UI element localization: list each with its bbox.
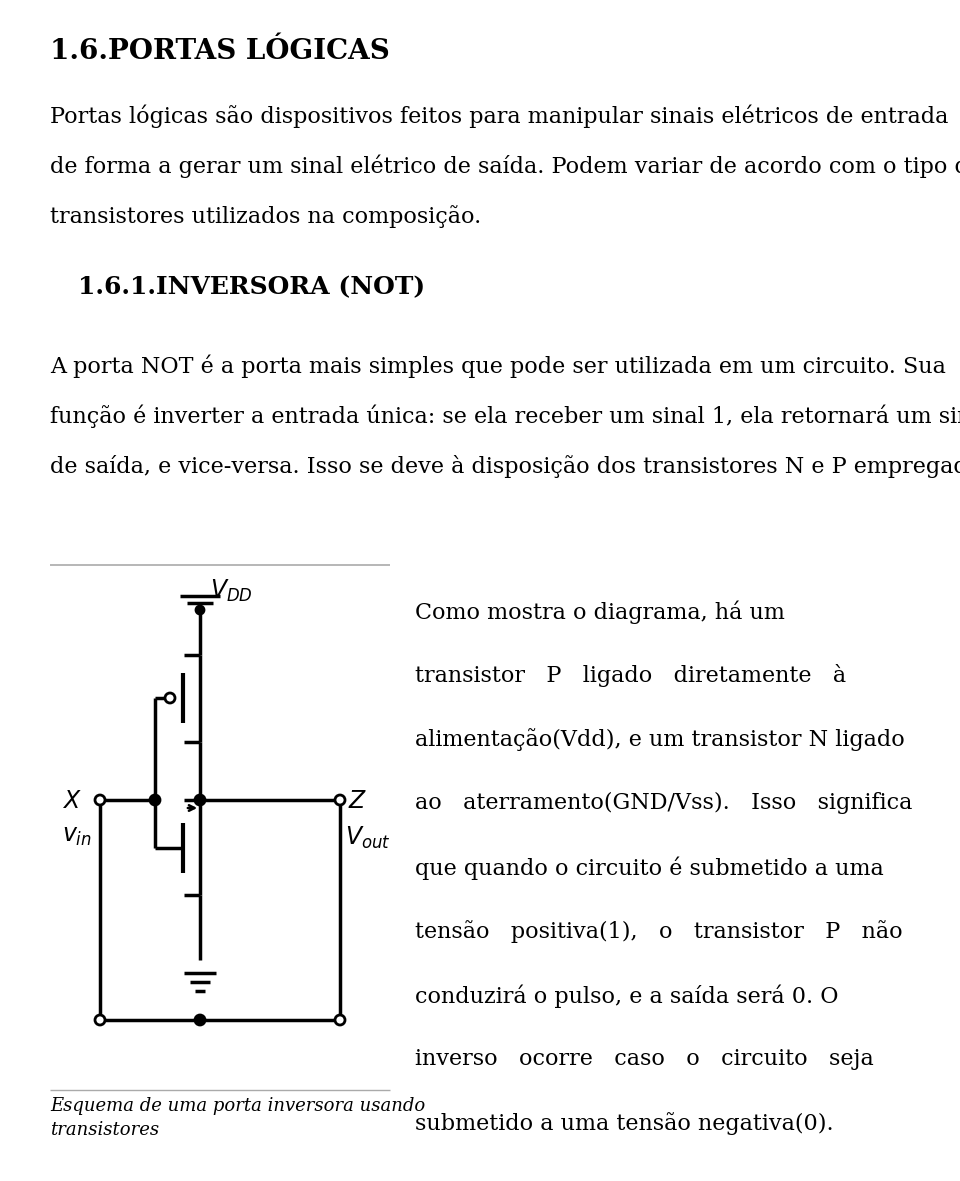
Circle shape	[95, 1014, 105, 1025]
Circle shape	[165, 693, 175, 703]
Circle shape	[195, 795, 205, 805]
Circle shape	[335, 1014, 345, 1025]
Text: alimentação(Vdd), e um transistor N ligado: alimentação(Vdd), e um transistor N liga…	[415, 727, 904, 751]
Text: $V_{out}$: $V_{out}$	[345, 826, 391, 852]
Text: ao   aterramento(GND/Vss).   Isso   significa: ao aterramento(GND/Vss). Isso significa	[415, 792, 912, 814]
Circle shape	[335, 795, 345, 805]
Text: transistores utilizados na composição.: transistores utilizados na composição.	[50, 205, 481, 228]
Text: de saída, e vice-versa. Isso se deve à disposição dos transistores N e P emprega: de saída, e vice-versa. Isso se deve à d…	[50, 455, 960, 478]
Circle shape	[195, 1014, 205, 1025]
Text: A porta NOT é a porta mais simples que pode ser utilizada em um circuito. Sua: A porta NOT é a porta mais simples que p…	[50, 355, 946, 378]
Text: $v_{in}$: $v_{in}$	[62, 826, 92, 848]
Circle shape	[196, 606, 204, 614]
Circle shape	[150, 795, 160, 805]
Text: conduzirá o pulso, e a saída será 0. O: conduzirá o pulso, e a saída será 0. O	[415, 984, 838, 1007]
Text: inverso   ocorre   caso   o   circuito   seja: inverso ocorre caso o circuito seja	[415, 1048, 874, 1070]
Text: Como mostra o diagrama, há um: Como mostra o diagrama, há um	[415, 600, 785, 624]
Text: Esquema de uma porta inversora usando
transistores: Esquema de uma porta inversora usando tr…	[50, 1097, 425, 1138]
Text: $V_{DD}$: $V_{DD}$	[210, 578, 252, 605]
Text: submetido a uma tensão negativa(0).: submetido a uma tensão negativa(0).	[415, 1113, 833, 1135]
Text: Portas lógicas são dispositivos feitos para manipular sinais elétricos de entrad: Portas lógicas são dispositivos feitos p…	[50, 105, 948, 129]
Text: 1.6.PORTAS LÓGICAS: 1.6.PORTAS LÓGICAS	[50, 38, 390, 65]
Text: função é inverter a entrada única: se ela receber um sinal 1, ela retornará um s: função é inverter a entrada única: se el…	[50, 405, 960, 429]
Text: 1.6.1.INVERSORA (NOT): 1.6.1.INVERSORA (NOT)	[78, 275, 425, 299]
Text: tensão   positiva(1),   o   transistor   P   não: tensão positiva(1), o transistor P não	[415, 920, 902, 942]
Text: transistor   P   ligado   diretamente   à: transistor P ligado diretamente à	[415, 664, 846, 687]
Text: que quando o circuito é submetido a uma: que quando o circuito é submetido a uma	[415, 856, 884, 880]
Text: $X$: $X$	[62, 790, 82, 813]
Text: $Z$: $Z$	[348, 790, 367, 813]
Text: de forma a gerar um sinal elétrico de saída. Podem variar de acordo com o tipo d: de forma a gerar um sinal elétrico de sa…	[50, 155, 960, 178]
Circle shape	[95, 795, 105, 805]
